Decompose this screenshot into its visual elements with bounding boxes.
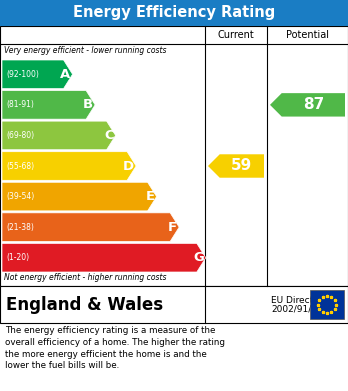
Polygon shape (2, 91, 95, 119)
Text: 87: 87 (303, 97, 324, 112)
Text: 2002/91/EC: 2002/91/EC (271, 305, 323, 314)
Text: Current: Current (218, 30, 254, 40)
Text: Not energy efficient - higher running costs: Not energy efficient - higher running co… (4, 273, 166, 282)
Text: (55-68): (55-68) (6, 161, 34, 170)
Bar (310, 290, 344, 319)
Polygon shape (2, 213, 179, 241)
Text: F: F (168, 221, 177, 234)
Polygon shape (270, 93, 345, 117)
Polygon shape (2, 182, 157, 211)
Polygon shape (208, 154, 264, 178)
Text: (81-91): (81-91) (6, 100, 34, 109)
Text: Potential: Potential (286, 30, 329, 40)
Text: C: C (104, 129, 113, 142)
Bar (0, 0, 348, 26)
Text: (1-20): (1-20) (6, 253, 29, 262)
Polygon shape (2, 121, 116, 150)
Text: (92-100): (92-100) (6, 70, 39, 79)
Text: D: D (123, 160, 134, 172)
Text: (21-38): (21-38) (6, 222, 34, 231)
Polygon shape (2, 60, 72, 89)
Text: B: B (83, 99, 93, 111)
Text: 59: 59 (231, 158, 253, 174)
Text: Energy Efficiency Rating: Energy Efficiency Rating (73, 5, 275, 20)
Text: The energy efficiency rating is a measure of the
overall efficiency of a home. T: The energy efficiency rating is a measur… (5, 326, 225, 370)
Bar (0, 26, 348, 286)
Text: G: G (193, 251, 204, 264)
Text: Very energy efficient - lower running costs: Very energy efficient - lower running co… (4, 46, 166, 55)
Text: EU Directive: EU Directive (271, 296, 327, 305)
Polygon shape (2, 244, 206, 272)
Polygon shape (2, 152, 136, 180)
Text: (39-54): (39-54) (6, 192, 34, 201)
Text: E: E (145, 190, 155, 203)
Text: (69-80): (69-80) (6, 131, 34, 140)
Bar (0, 286, 348, 323)
Text: A: A (60, 68, 71, 81)
Text: England & Wales: England & Wales (6, 296, 163, 314)
